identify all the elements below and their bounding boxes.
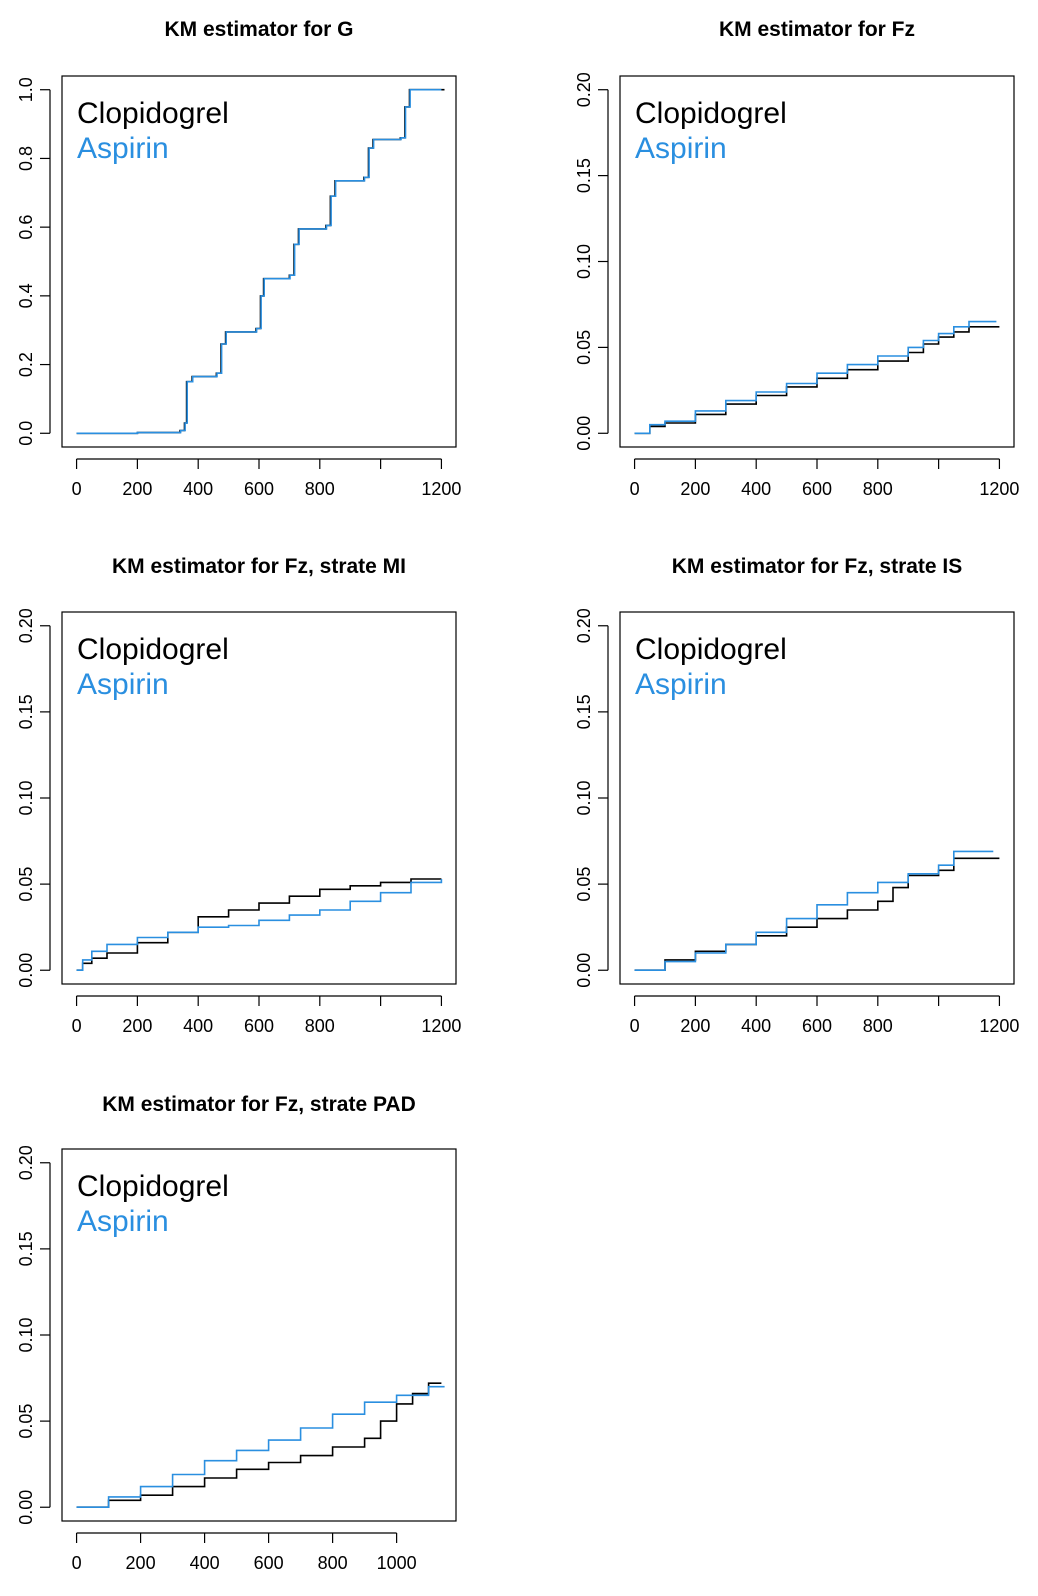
y-tick-label: 0.05 <box>16 1404 36 1439</box>
y-tick-label: 0.2 <box>16 352 36 377</box>
x-tick-label: 400 <box>741 1016 771 1036</box>
y-tick-label: 0.10 <box>16 1317 36 1352</box>
chart-title: KM estimator for Fz, strate PAD <box>102 1093 416 1116</box>
x-tick-label: 200 <box>122 479 152 499</box>
y-tick-label: 0.15 <box>574 694 594 729</box>
x-tick-label: 0 <box>630 1016 640 1036</box>
y-tick-label: 0.20 <box>574 608 594 643</box>
legend-entry-aspirin: Aspirin <box>77 132 169 165</box>
legend-entry-clopidogrel: Clopidogrel <box>77 1170 229 1203</box>
y-tick-label: 0.6 <box>16 215 36 240</box>
series-line-aspirin <box>634 850 994 971</box>
legend-entry-aspirin: Aspirin <box>635 132 727 165</box>
series-line-aspirin <box>634 320 997 435</box>
x-tick-label: 800 <box>318 1553 348 1573</box>
plot-frame <box>61 75 457 448</box>
y-tick-label: 0.05 <box>574 330 594 365</box>
x-tick-label: 1200 <box>421 1016 461 1036</box>
x-tick-label: 200 <box>126 1553 156 1573</box>
plot-frame <box>61 611 457 985</box>
x-tick-label: 600 <box>254 1553 284 1573</box>
y-tick-label: 0.20 <box>16 1145 36 1180</box>
x-tick-label: 400 <box>183 1016 213 1036</box>
y-tick-label: 0.4 <box>16 283 36 308</box>
y-tick-label: 0.20 <box>574 72 594 107</box>
series-line-aspirin <box>76 88 442 435</box>
x-tick-label: 200 <box>680 479 710 499</box>
series-line-aspirin <box>76 879 443 971</box>
y-tick-label: 0.20 <box>16 608 36 643</box>
chart-title: KM estimator for Fz, strate MI <box>112 555 406 578</box>
x-tick-label: 0 <box>72 1016 82 1036</box>
plot-frame <box>619 75 1015 448</box>
x-tick-label: 200 <box>680 1016 710 1036</box>
y-tick-label: 0.00 <box>574 416 594 451</box>
y-tick-label: 0.05 <box>574 867 594 902</box>
x-tick-label: 400 <box>183 479 213 499</box>
legend-entry-aspirin: Aspirin <box>77 1205 169 1238</box>
x-tick-label: 1200 <box>421 479 461 499</box>
x-tick-label: 800 <box>863 1016 893 1036</box>
y-tick-label: 0.15 <box>574 158 594 193</box>
chart-panel-1: KM estimator for G 0 200 400 600 800 1200 0.0 0.… <box>16 18 461 499</box>
legend-entry-clopidogrel: Clopidogrel <box>77 97 229 130</box>
y-tick-label: 0.05 <box>16 867 36 902</box>
y-tick-label: 0.15 <box>16 1231 36 1266</box>
series-line-clopidogrel <box>76 878 442 971</box>
x-tick-label: 400 <box>190 1553 220 1573</box>
plot-frame <box>61 1148 457 1522</box>
y-tick-label: 0.00 <box>574 953 594 988</box>
legend-entry-aspirin: Aspirin <box>77 668 169 701</box>
x-tick-label: 1000 <box>377 1553 417 1573</box>
legend-entry-aspirin: Aspirin <box>635 668 727 701</box>
chart-panel-2: KM estimator for Fz 0 200 400 600 800 1200 0.00… <box>574 18 1019 499</box>
x-tick-label: 200 <box>122 1016 152 1036</box>
chart-panel-5: KM estimator for Fz, strate PAD 0 200 400 60… <box>16 1093 457 1573</box>
x-tick-label: 600 <box>802 1016 832 1036</box>
chart-title: KM estimator for Fz, strate IS <box>672 555 963 578</box>
y-tick-label: 0.8 <box>16 146 36 171</box>
legend-entry-clopidogrel: Clopidogrel <box>635 633 787 666</box>
chart-panel-3: KM estimator for Fz, strate MI 0 200 400 600… <box>16 555 461 1036</box>
series-line-aspirin <box>76 1385 445 1508</box>
x-tick-label: 1200 <box>979 1016 1019 1036</box>
x-tick-label: 400 <box>741 479 771 499</box>
y-tick-label: 0.00 <box>16 953 36 988</box>
x-tick-label: 0 <box>72 479 82 499</box>
plot-frame <box>619 611 1015 985</box>
x-tick-label: 800 <box>305 1016 335 1036</box>
x-tick-label: 1200 <box>979 479 1019 499</box>
chart-title: KM estimator for Fz <box>719 18 915 41</box>
x-tick-label: 800 <box>305 479 335 499</box>
x-tick-label: 600 <box>244 479 274 499</box>
x-tick-label: 600 <box>244 1016 274 1036</box>
y-tick-label: 0.10 <box>16 780 36 815</box>
x-tick-label: 600 <box>802 479 832 499</box>
x-tick-label: 0 <box>72 1553 82 1573</box>
y-tick-label: 0.10 <box>574 244 594 279</box>
legend-entry-clopidogrel: Clopidogrel <box>635 97 787 130</box>
x-tick-label: 800 <box>863 479 893 499</box>
y-tick-label: 0.0 <box>16 421 36 446</box>
x-tick-label: 0 <box>630 479 640 499</box>
series-line-clopidogrel <box>634 326 1000 435</box>
legend-entry-clopidogrel: Clopidogrel <box>77 633 229 666</box>
y-tick-label: 0.10 <box>574 780 594 815</box>
series-line-clopidogrel <box>634 857 1000 971</box>
chart-title: KM estimator for G <box>164 18 353 41</box>
series-line-clopidogrel <box>76 1382 442 1508</box>
y-tick-label: 0.00 <box>16 1490 36 1525</box>
y-tick-label: 0.15 <box>16 694 36 729</box>
chart-panel-4: KM estimator for Fz, strate IS 0 200 400 600… <box>574 555 1019 1036</box>
y-tick-label: 1.0 <box>16 77 36 102</box>
